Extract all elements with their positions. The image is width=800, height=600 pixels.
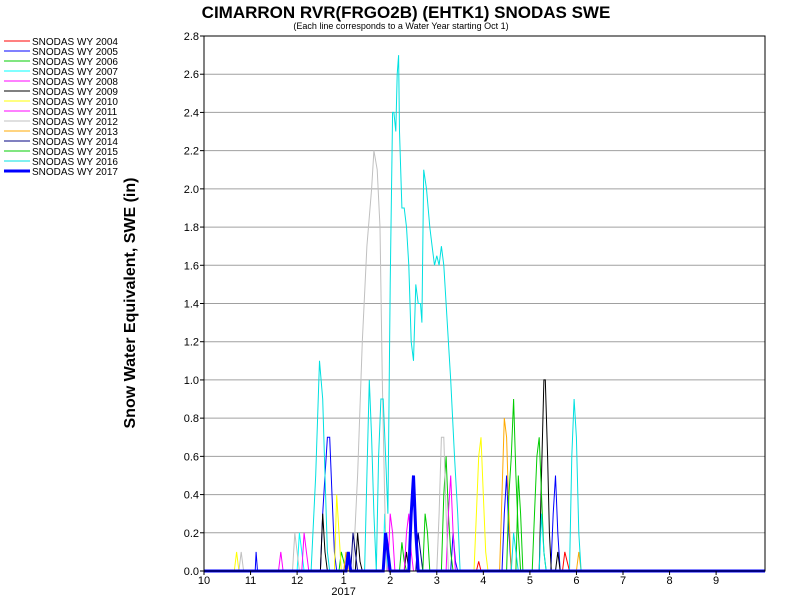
x-tick-label: 5 (527, 575, 533, 587)
chart-title: CIMARRON RVR(FRGO2B) (EHTK1) SNODAS SWE (202, 3, 611, 22)
y-axis-ticks: 0.0 0.2 0.4 0.6 0.8 1.0 1.2 1.4 1.6 1.8 2.0 2.2 2.4 2… (184, 31, 204, 578)
legend-label: SNODAS WY 2012 (32, 117, 118, 128)
y-tick-label: 0.4 (184, 490, 199, 502)
x-tick-label: 11 (245, 575, 256, 587)
series-line-snodas-wy-2016 (204, 55, 765, 572)
x-tick-label: 2 (387, 575, 393, 587)
legend-label: SNODAS WY 2011 (32, 107, 118, 118)
x-tick-label: 1 (341, 575, 347, 587)
legend-label: SNODAS WY 2005 (32, 47, 118, 58)
legend-label: SNODAS WY 2010 (32, 97, 118, 108)
legend-label: SNODAS WY 2004 (32, 37, 118, 48)
series-line-snodas-wy-2008 (204, 475, 765, 572)
x-tick-label: 4 (480, 575, 486, 587)
x-tick-label: 6 (573, 575, 579, 587)
y-tick-label: 0.6 (184, 451, 199, 463)
legend-label: SNODAS WY 2007 (32, 67, 118, 78)
y-tick-label: 0.2 (184, 528, 199, 540)
series-line-snodas-wy-2010 (204, 437, 765, 572)
series-line-snodas-wy-2012 (204, 150, 765, 572)
series-line-snodas-wy-2004 (204, 551, 765, 572)
series-line-snodas-wy-2017 (204, 475, 765, 573)
y-tick-label: 1.6 (184, 260, 199, 272)
y-tick-label: 2.0 (184, 184, 199, 196)
x-tick-label: 12 (291, 575, 303, 587)
legend-label: SNODAS WY 2006 (32, 57, 118, 68)
series-line-snodas-wy-2005 (204, 436, 765, 572)
series-line-snodas-wy-2009 (204, 379, 765, 572)
chart-subtitle: (Each line corresponds to a Water Year s… (293, 21, 508, 31)
y-tick-label: 1.4 (184, 299, 199, 311)
legend-label: SNODAS WY 2017 (32, 167, 118, 178)
y-tick-label: 0.0 (184, 566, 199, 578)
series-lines (204, 55, 765, 573)
y-tick-label: 2.2 (184, 146, 199, 158)
legend-label: SNODAS WY 2008 (32, 77, 118, 88)
y-tick-label: 1.0 (184, 375, 199, 387)
x-tick-label: 3 (434, 575, 440, 587)
legend-label: SNODAS WY 2015 (32, 147, 118, 158)
y-tick-label: 1.8 (184, 222, 199, 234)
legend-label: SNODAS WY 2014 (32, 137, 118, 148)
x-axis-ticks: 10 11 12 1 2 3 4 5 6 7 8 9 (198, 571, 719, 587)
y-tick-label: 2.4 (184, 107, 199, 119)
legend-label: SNODAS WY 2013 (32, 127, 118, 138)
y-tick-label: 1.2 (184, 337, 199, 349)
y-axis-label: Snow Water Equivalent, SWE (in) (122, 178, 139, 429)
x-tick-label: 10 (198, 575, 210, 587)
x-tick-label: 7 (620, 575, 626, 587)
series-line-snodas-wy-2011 (204, 513, 765, 572)
x-tick-label: 9 (713, 575, 719, 587)
y-tick-label: 0.8 (184, 413, 199, 425)
series-line-snodas-wy-2006 (204, 456, 765, 572)
series-line-snodas-wy-2015 (204, 398, 765, 572)
legend-label: SNODAS WY 2016 (32, 157, 118, 168)
series-line-snodas-wy-2013 (204, 418, 765, 572)
legend-label: SNODAS WY 2009 (32, 87, 118, 98)
gridlines (204, 35, 765, 572)
year-label: 2017 (331, 586, 355, 598)
y-tick-label: 2.8 (184, 31, 199, 43)
series-line-snodas-wy-2014 (204, 532, 765, 572)
x-tick-label: 8 (666, 575, 672, 587)
y-tick-label: 2.6 (184, 69, 199, 81)
